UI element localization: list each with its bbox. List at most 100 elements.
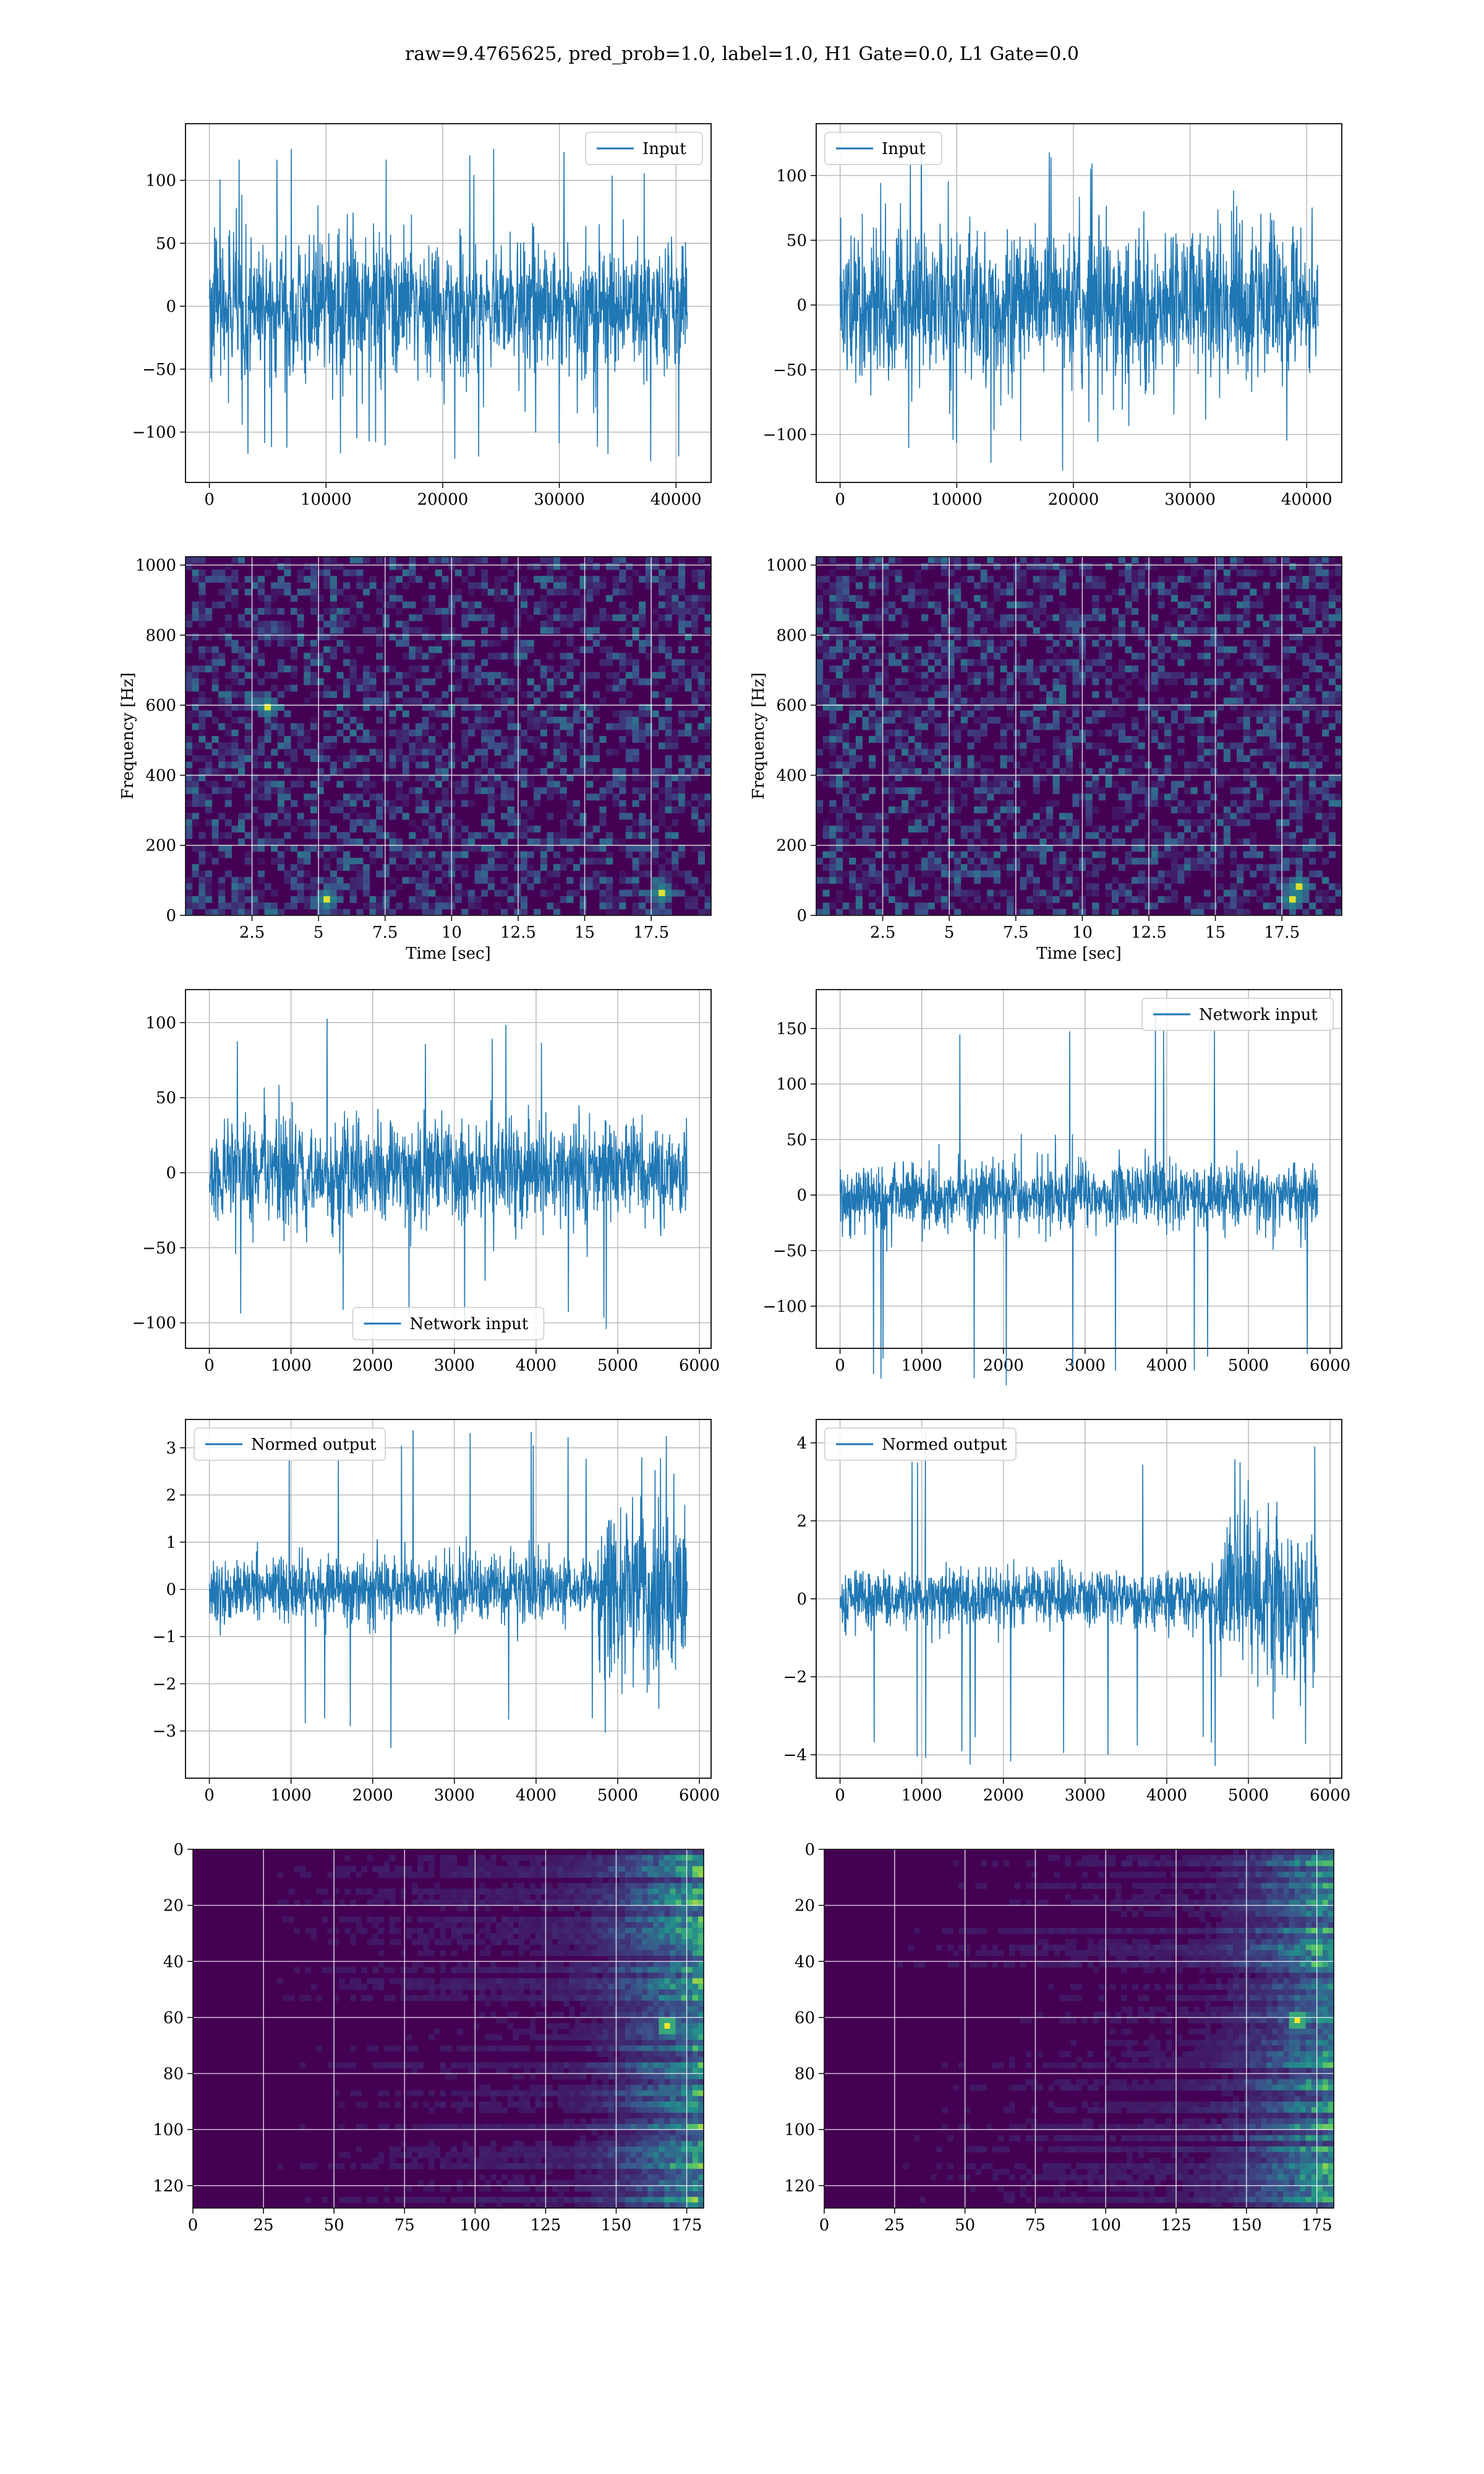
spectrogram-cell — [238, 691, 245, 698]
spectrogram-cell — [186, 748, 193, 756]
spectrogram-cell — [1000, 723, 1007, 730]
feature-map-cell — [299, 2062, 306, 2069]
spectrogram-cell — [940, 557, 949, 563]
spectrogram-cell — [987, 889, 994, 897]
spectrogram-cell — [1210, 902, 1217, 910]
spectrogram-cell — [1250, 588, 1257, 596]
x-tick-label: 6000 — [1310, 1356, 1350, 1375]
spectrogram-cell — [1065, 845, 1073, 852]
spectrogram-cell — [579, 755, 587, 763]
spectrogram-cell — [1197, 627, 1205, 634]
spectrogram-cell — [1000, 729, 1007, 737]
spectrogram-cell — [1105, 781, 1112, 788]
spectrogram-cell — [323, 845, 331, 852]
feature-map-cell — [305, 1967, 312, 1973]
feature-map-cell — [310, 1927, 317, 1934]
spectrogram-cell — [586, 761, 594, 769]
spectrogram-cell — [639, 832, 646, 839]
spectrogram-cell — [954, 595, 962, 602]
spectrogram-cell — [251, 832, 258, 839]
spectrogram-cell — [1033, 755, 1040, 763]
spectrogram-cell — [645, 832, 652, 839]
spectrogram-cell — [987, 864, 994, 871]
spectrogram-cell — [231, 761, 239, 769]
spectrogram-cell — [520, 832, 528, 839]
spectrogram-cell — [1203, 761, 1211, 769]
feature-map-cell — [394, 1916, 401, 1923]
spectrogram-cell — [527, 870, 534, 878]
spectrogram-cell — [678, 614, 686, 622]
spectrogram-cell — [1295, 819, 1303, 826]
spectrogram-cell — [297, 883, 304, 891]
spectrogram-cell — [1000, 832, 1007, 839]
spectrogram-cell — [1223, 813, 1230, 820]
spectrogram-cell — [1243, 889, 1250, 897]
spectrogram-cell — [954, 601, 962, 609]
spectrogram-cell — [980, 857, 987, 865]
spectrogram-cell — [934, 889, 942, 897]
spectrogram-cell — [822, 640, 830, 647]
spectrogram-cell — [198, 697, 206, 704]
spectrogram-cell — [224, 742, 232, 750]
spectrogram-cell — [1217, 588, 1224, 596]
spectrogram-cell — [1000, 845, 1007, 852]
spectrogram-cell — [1335, 697, 1342, 704]
spectrogram-cell — [659, 851, 666, 858]
spectrogram-cell — [264, 883, 271, 891]
spectrogram-cell — [927, 666, 935, 673]
spectrogram-cell — [376, 748, 383, 756]
spectrogram-cell — [1007, 563, 1014, 570]
spectrogram-cell — [1269, 748, 1277, 756]
feature-map-cell — [344, 1916, 351, 1923]
spectrogram-cell — [323, 723, 331, 730]
x-tick-label: 2.5 — [870, 923, 895, 942]
spectrogram-cell — [835, 857, 843, 865]
spectrogram-cell — [527, 883, 534, 891]
spectrogram-cell — [527, 716, 534, 724]
spectrogram-cell — [1039, 595, 1047, 602]
spectrogram-cell — [356, 685, 364, 692]
spectrogram-cell — [297, 633, 304, 641]
spectrogram-cell — [1217, 646, 1224, 653]
x-tick-label: 6000 — [679, 1356, 720, 1375]
spectrogram-cell — [691, 896, 699, 903]
spectrogram-cell — [974, 876, 981, 884]
feature-map-cell — [406, 2045, 412, 2052]
feature-map-cell — [350, 1967, 356, 1973]
spectrogram-cell — [902, 646, 909, 653]
y-tick-label: 4 — [796, 1434, 807, 1453]
spectrogram-cell — [849, 857, 856, 865]
spectrogram-cell — [1269, 627, 1277, 634]
spectrogram-cell — [619, 781, 626, 788]
spectrogram-cell — [1308, 614, 1316, 622]
spectrogram-cell — [343, 704, 351, 711]
spectrogram-cell — [855, 909, 863, 916]
spectrogram-cell — [467, 607, 475, 615]
spectrogram-cell — [1164, 627, 1172, 634]
spectrogram-cell — [1059, 704, 1067, 711]
spectrogram-cell — [967, 889, 974, 897]
spectrogram-cell — [540, 691, 547, 698]
spectrogram-cell — [1308, 697, 1316, 704]
spectrogram-cell — [1020, 851, 1027, 858]
spectrogram-cell — [349, 876, 357, 884]
spectrogram-cell — [1033, 787, 1040, 794]
x-tick-label: 40000 — [650, 490, 702, 509]
spectrogram-cell — [1315, 685, 1323, 692]
feature-map-cell — [389, 1967, 396, 1973]
spectrogram-cell — [251, 838, 258, 845]
spectrogram-cell — [672, 607, 679, 615]
spectrogram-cell — [1039, 819, 1047, 826]
spectrogram-cell — [822, 685, 830, 692]
spectrogram-cell — [415, 697, 423, 704]
spectrogram-cell — [1302, 716, 1310, 724]
feature-map-cell — [333, 1888, 339, 1895]
spectrogram-cell — [1243, 768, 1250, 775]
spectrogram-cell — [192, 557, 199, 563]
spectrogram-cell — [1105, 646, 1112, 653]
spectrogram-cell — [908, 794, 915, 801]
spectrogram-cell — [1322, 607, 1329, 615]
spectrogram-cell — [238, 889, 245, 897]
spectrogram-cell — [967, 557, 974, 563]
spectrogram-cell — [277, 864, 284, 871]
